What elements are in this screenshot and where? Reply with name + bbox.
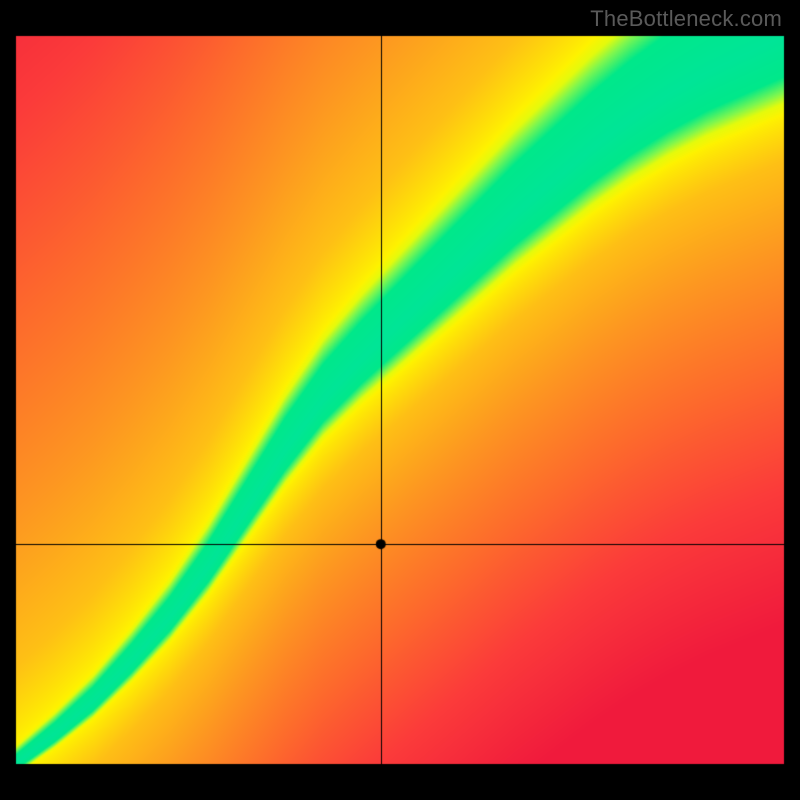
heatmap-canvas — [0, 0, 800, 800]
watermark-text: TheBottleneck.com — [590, 6, 782, 32]
chart-container: TheBottleneck.com — [0, 0, 800, 800]
